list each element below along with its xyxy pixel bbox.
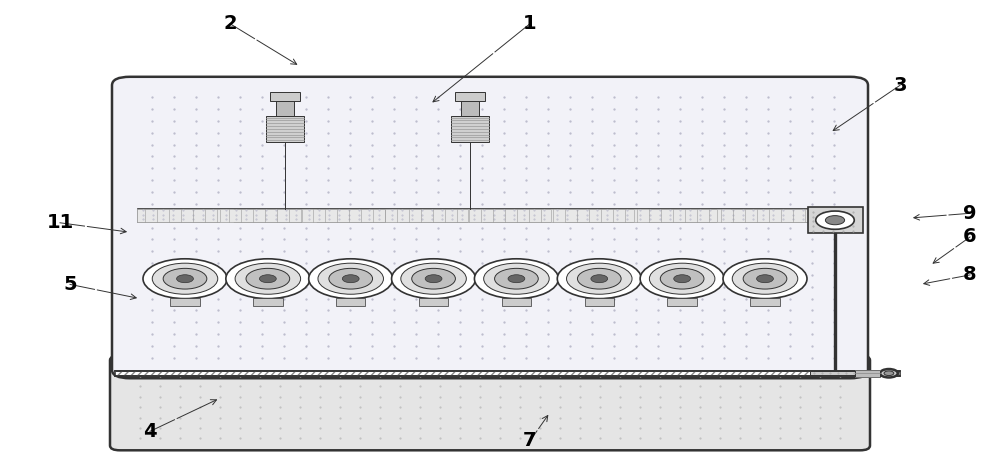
Circle shape: [474, 259, 558, 299]
Bar: [551, 209, 648, 222]
Bar: [115, 371, 900, 375]
Bar: [461, 101, 479, 116]
Circle shape: [143, 259, 227, 299]
Circle shape: [816, 211, 854, 229]
Circle shape: [152, 263, 218, 294]
Circle shape: [884, 371, 894, 375]
Bar: [455, 92, 485, 101]
Circle shape: [640, 259, 724, 299]
Text: 4: 4: [143, 422, 157, 441]
Circle shape: [425, 275, 442, 283]
Circle shape: [674, 275, 691, 283]
Text: 6: 6: [963, 228, 977, 246]
Bar: [717, 209, 813, 222]
Circle shape: [309, 259, 393, 299]
Bar: [634, 209, 730, 222]
Circle shape: [557, 259, 641, 299]
Circle shape: [246, 268, 290, 289]
Circle shape: [743, 268, 787, 289]
Text: 3: 3: [893, 76, 907, 95]
Circle shape: [660, 268, 704, 289]
Bar: [137, 209, 233, 222]
Circle shape: [577, 268, 621, 289]
Bar: [302, 209, 399, 222]
Circle shape: [259, 275, 276, 283]
FancyBboxPatch shape: [110, 356, 870, 450]
Text: 7: 7: [523, 431, 537, 450]
Circle shape: [412, 268, 455, 289]
Circle shape: [226, 259, 310, 299]
FancyBboxPatch shape: [112, 77, 868, 378]
Circle shape: [825, 216, 845, 225]
Bar: [750, 298, 780, 306]
Text: 1: 1: [523, 14, 537, 33]
Circle shape: [591, 275, 608, 283]
Bar: [855, 370, 880, 377]
Circle shape: [649, 263, 715, 294]
Circle shape: [318, 263, 383, 294]
Text: 2: 2: [223, 14, 237, 33]
Bar: [468, 209, 565, 222]
Bar: [170, 298, 200, 306]
Text: 9: 9: [963, 204, 977, 223]
Circle shape: [235, 263, 301, 294]
Circle shape: [163, 268, 207, 289]
Bar: [808, 207, 862, 233]
Circle shape: [392, 259, 476, 299]
Text: 5: 5: [63, 275, 77, 294]
Bar: [451, 116, 489, 142]
Bar: [810, 371, 860, 375]
Circle shape: [757, 275, 773, 283]
Circle shape: [508, 275, 525, 283]
Bar: [220, 209, 316, 222]
Bar: [585, 298, 614, 306]
Text: 11: 11: [46, 213, 74, 232]
Circle shape: [732, 263, 798, 294]
Bar: [419, 298, 448, 306]
Bar: [270, 92, 300, 101]
Text: 8: 8: [963, 265, 977, 284]
Bar: [276, 101, 294, 116]
Circle shape: [495, 268, 538, 289]
Bar: [266, 116, 304, 142]
Circle shape: [484, 263, 549, 294]
Bar: [502, 298, 531, 306]
Circle shape: [329, 268, 373, 289]
Circle shape: [342, 275, 359, 283]
Circle shape: [723, 259, 807, 299]
Bar: [138, 209, 842, 222]
Circle shape: [177, 275, 193, 283]
Circle shape: [880, 369, 898, 377]
Bar: [115, 371, 900, 375]
Bar: [253, 298, 283, 306]
Bar: [336, 298, 365, 306]
Bar: [385, 209, 482, 222]
Bar: [667, 298, 697, 306]
Circle shape: [567, 263, 632, 294]
Circle shape: [401, 263, 466, 294]
